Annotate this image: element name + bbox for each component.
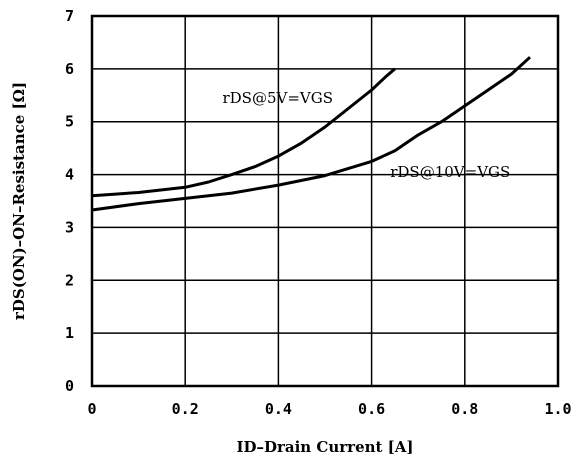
x-tick-labels: 0 0.2 0.4 0.6 0.8 1.0 [87, 400, 571, 418]
x-tick-label: 0.8 [451, 400, 478, 418]
series-lines [91, 56, 532, 212]
y-tick-label: 4 [65, 166, 74, 184]
y-tick-label: 1 [65, 324, 74, 342]
series-label-0: rDS@5V=VGS [222, 89, 333, 107]
y-tick-label: 3 [65, 218, 74, 236]
grid [92, 16, 558, 386]
x-axis-label: ID–Drain Current [A] [236, 438, 413, 456]
y-tick-label: 7 [65, 7, 74, 25]
series-line-1 [91, 56, 532, 212]
plot-frame [90, 14, 560, 388]
y-tick-label: 5 [65, 113, 74, 131]
series-line-0 [91, 67, 396, 198]
series-label-1: rDS@10V=VGS [390, 163, 510, 181]
x-tick-label: 0 [87, 400, 96, 418]
x-tick-label: 1.0 [544, 400, 571, 418]
x-tick-label: 0.4 [265, 400, 292, 418]
y-tick-label: 6 [65, 60, 74, 78]
x-tick-label: 0.6 [358, 400, 385, 418]
y-tick-labels: 0 1 2 3 4 5 6 7 [65, 7, 74, 395]
series-labels: rDS@5V=VGS rDS@10V=VGS [222, 89, 510, 181]
y-tick-label: 2 [65, 271, 74, 289]
x-tick-label: 0.2 [172, 400, 199, 418]
y-tick-label: 0 [65, 377, 74, 395]
y-axis-label: rDS(ON)–ON–Resistance [Ω] [10, 82, 28, 320]
